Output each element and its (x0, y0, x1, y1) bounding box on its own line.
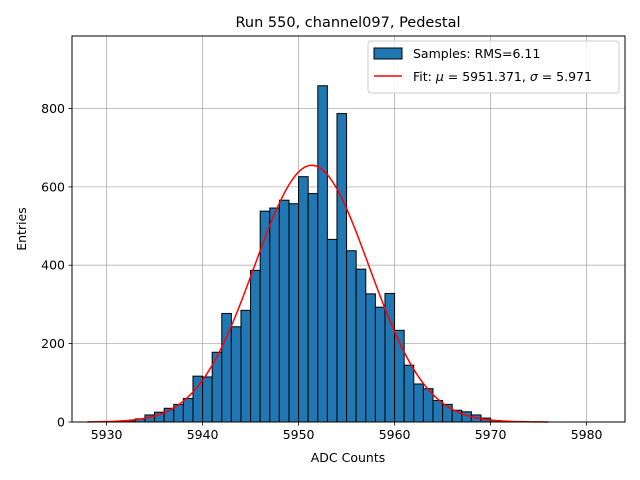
y-tick-label: 0 (57, 415, 65, 430)
legend-fit-sigma-value: = 5.971 (538, 69, 592, 84)
x-tick-label: 5940 (187, 427, 219, 442)
y-tick-label: 200 (41, 336, 65, 351)
legend-histogram-swatch (373, 47, 403, 60)
legend-fit-mu-value: = 5951.371, (444, 69, 530, 84)
y-tick-label: 400 (41, 258, 65, 273)
legend: Samples: RMS=6.11 Fit: μ = 5951.371, σ =… (367, 40, 620, 94)
histogram-bar (298, 176, 309, 423)
histogram-bar (355, 268, 367, 423)
histogram-bar (374, 306, 386, 423)
histogram-bar (240, 309, 252, 423)
x-tick-label: 5960 (379, 427, 411, 442)
y-tick-label: 600 (41, 179, 65, 194)
histogram-bar (288, 203, 300, 423)
histogram-bar (413, 383, 424, 423)
plot-area-frame (71, 35, 626, 423)
legend-fit-label: Fit: μ = 5951.371, σ = 5.971 (413, 69, 592, 84)
x-tick-label: 5970 (475, 427, 507, 442)
histogram-bar (250, 269, 261, 423)
gaussian-fit-curve (87, 164, 549, 423)
x-axis-ticks: 5930 5940 5950 5960 5970 5980 (91, 422, 603, 442)
legend-fit-mu-symbol: μ (435, 69, 444, 84)
x-tick-label: 5930 (91, 427, 123, 442)
histogram-bar (403, 364, 415, 423)
histogram-bar (307, 193, 319, 423)
legend-fit-sigma-symbol: σ (530, 69, 539, 84)
histogram-bar (365, 293, 376, 423)
legend-box (367, 40, 620, 94)
histogram-bar (278, 199, 290, 423)
histogram-bar (326, 238, 338, 423)
histogram-bar (394, 329, 405, 423)
histogram-bar (202, 376, 213, 423)
histogram-bar (432, 399, 444, 423)
x-tick-label: 5980 (571, 427, 603, 442)
histogram-bar (259, 210, 271, 423)
y-axis-ticks: 0 200 400 600 800 (41, 101, 72, 430)
histogram-bar (317, 85, 328, 423)
x-tick-label: 5950 (283, 427, 315, 442)
histogram-bar (336, 113, 348, 423)
histogram-bar (346, 250, 357, 423)
x-axis-label: ADC Counts (311, 450, 386, 465)
legend-fit-prefix: Fit: (413, 69, 436, 84)
histogram-bar (230, 326, 242, 423)
legend-histogram-label: Samples: RMS=6.11 (413, 46, 540, 61)
chart-title: Run 550, channel097, Pedestal (235, 15, 460, 31)
histogram-bar (269, 207, 280, 423)
histogram-bar (182, 397, 194, 423)
y-axis-label: Entries (14, 207, 29, 251)
y-tick-label: 800 (41, 101, 65, 116)
